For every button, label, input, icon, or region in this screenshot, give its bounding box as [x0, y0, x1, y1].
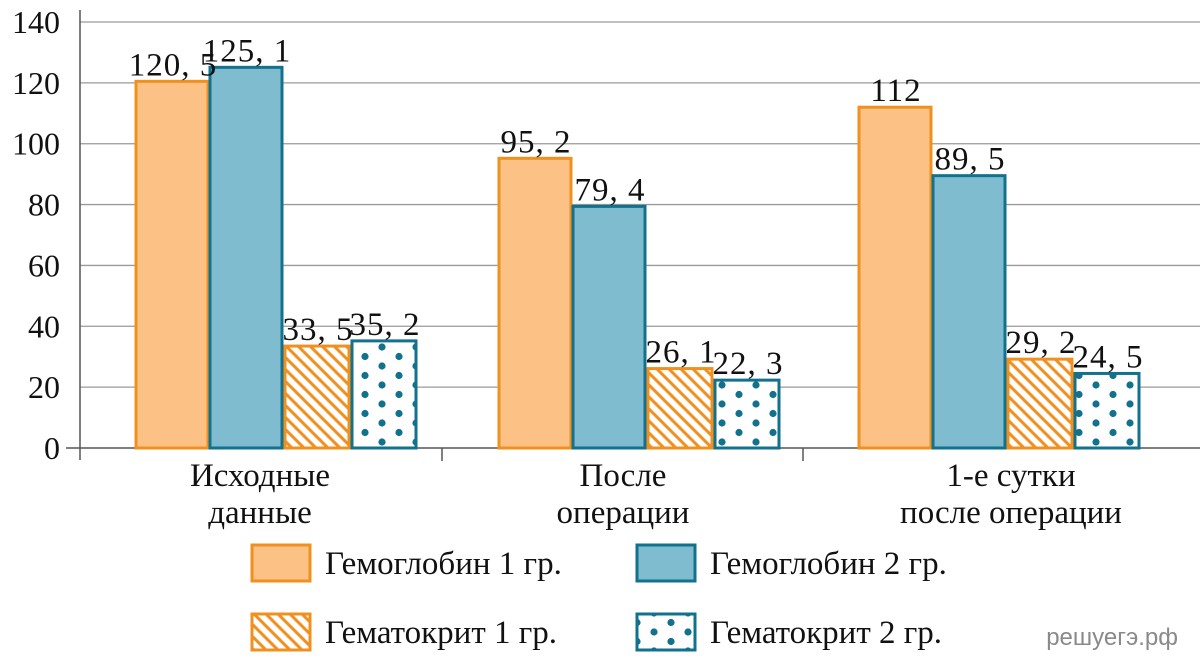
bar: [208, 65, 284, 450]
legend-label: Гематокрит 2 гр.: [710, 615, 942, 651]
bar: [350, 339, 418, 450]
data-label: 89, 5: [935, 142, 1006, 178]
data-label: 26, 1: [646, 335, 717, 371]
category-label: 1-е сутки: [946, 458, 1075, 494]
y-tick-label: 20: [28, 369, 60, 405]
legend-swatch: [635, 612, 697, 652]
category-label: После: [580, 458, 667, 494]
legend-label: Гемоглобин 2 гр.: [710, 546, 947, 582]
bar: [1073, 371, 1141, 450]
legend-label: Гемоглобин 1 гр.: [325, 546, 562, 582]
legend: Гемоглобин 1 гр. Гемоглобин 2 гр. Гематокр…: [250, 543, 947, 652]
bars: [134, 65, 1141, 450]
category-label: данные: [208, 495, 312, 531]
y-tick-label: 40: [28, 308, 60, 344]
y-tick-label: 140: [12, 4, 60, 40]
bar: [134, 79, 210, 450]
category-label: Исходные: [190, 458, 330, 494]
data-label: 33, 5: [283, 312, 354, 348]
legend-label: Гематокрит 1 гр.: [325, 615, 557, 651]
data-label: 24, 5: [1073, 339, 1144, 375]
y-tick-label: 80: [28, 187, 60, 223]
legend-swatch: [250, 543, 312, 583]
data-label: 79, 4: [575, 172, 646, 208]
legend-swatch: [635, 543, 697, 583]
category-label: после операции: [900, 495, 1122, 531]
bar: [283, 344, 351, 450]
category-label: операции: [557, 495, 690, 531]
bar: [646, 367, 714, 450]
data-label: 95, 2: [501, 124, 572, 160]
data-label: 125, 1: [203, 33, 292, 69]
y-tick-label: 0: [44, 430, 60, 466]
y-tick-label: 100: [12, 126, 60, 162]
data-label: 112: [870, 73, 921, 109]
legend-swatch: [250, 612, 312, 652]
bar: [1006, 357, 1074, 450]
bar: [571, 204, 647, 450]
data-label: 29, 2: [1006, 325, 1077, 361]
bar: [713, 378, 781, 450]
watermark: решуегэ.рф: [1046, 624, 1178, 651]
data-label: 35, 2: [350, 307, 421, 343]
data-label: 120, 5: [129, 47, 218, 83]
bar: [497, 156, 573, 450]
y-tick-label: 120: [12, 65, 60, 101]
y-tick-label: 60: [28, 247, 60, 283]
data-label: 22, 3: [713, 346, 784, 382]
bar: [857, 105, 933, 450]
data-labels: 120, 5 95, 2 112 125, 1 79, 4 89, 5 33, 5 26, 1…: [129, 33, 1144, 382]
bar: [931, 174, 1007, 450]
